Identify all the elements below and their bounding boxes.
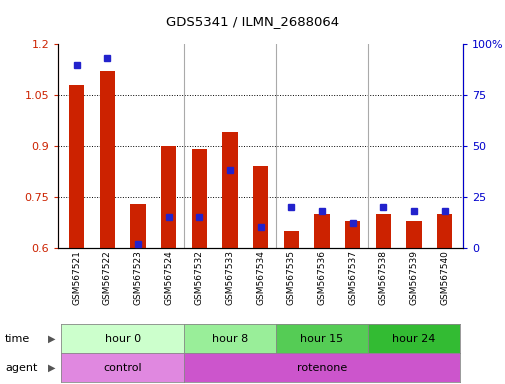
Bar bbox=[222, 132, 237, 248]
Text: agent: agent bbox=[5, 362, 37, 373]
Bar bbox=[406, 220, 421, 248]
Text: hour 15: hour 15 bbox=[300, 334, 343, 344]
Text: hour 8: hour 8 bbox=[212, 334, 247, 344]
Text: time: time bbox=[5, 334, 30, 344]
Bar bbox=[375, 214, 390, 248]
Bar bbox=[344, 220, 360, 248]
Text: ▶: ▶ bbox=[48, 362, 56, 373]
Bar bbox=[130, 204, 145, 248]
Bar bbox=[191, 149, 207, 248]
Bar bbox=[252, 166, 268, 248]
Bar bbox=[436, 214, 451, 248]
Bar bbox=[314, 214, 329, 248]
Text: ▶: ▶ bbox=[48, 334, 56, 344]
Bar bbox=[161, 146, 176, 248]
Text: hour 0: hour 0 bbox=[105, 334, 140, 344]
Bar bbox=[69, 85, 84, 248]
Text: hour 24: hour 24 bbox=[391, 334, 435, 344]
Text: control: control bbox=[103, 362, 141, 373]
Text: GDS5341 / ILMN_2688064: GDS5341 / ILMN_2688064 bbox=[166, 15, 339, 28]
Text: rotenone: rotenone bbox=[296, 362, 346, 373]
Bar bbox=[283, 231, 298, 248]
Bar bbox=[99, 71, 115, 248]
